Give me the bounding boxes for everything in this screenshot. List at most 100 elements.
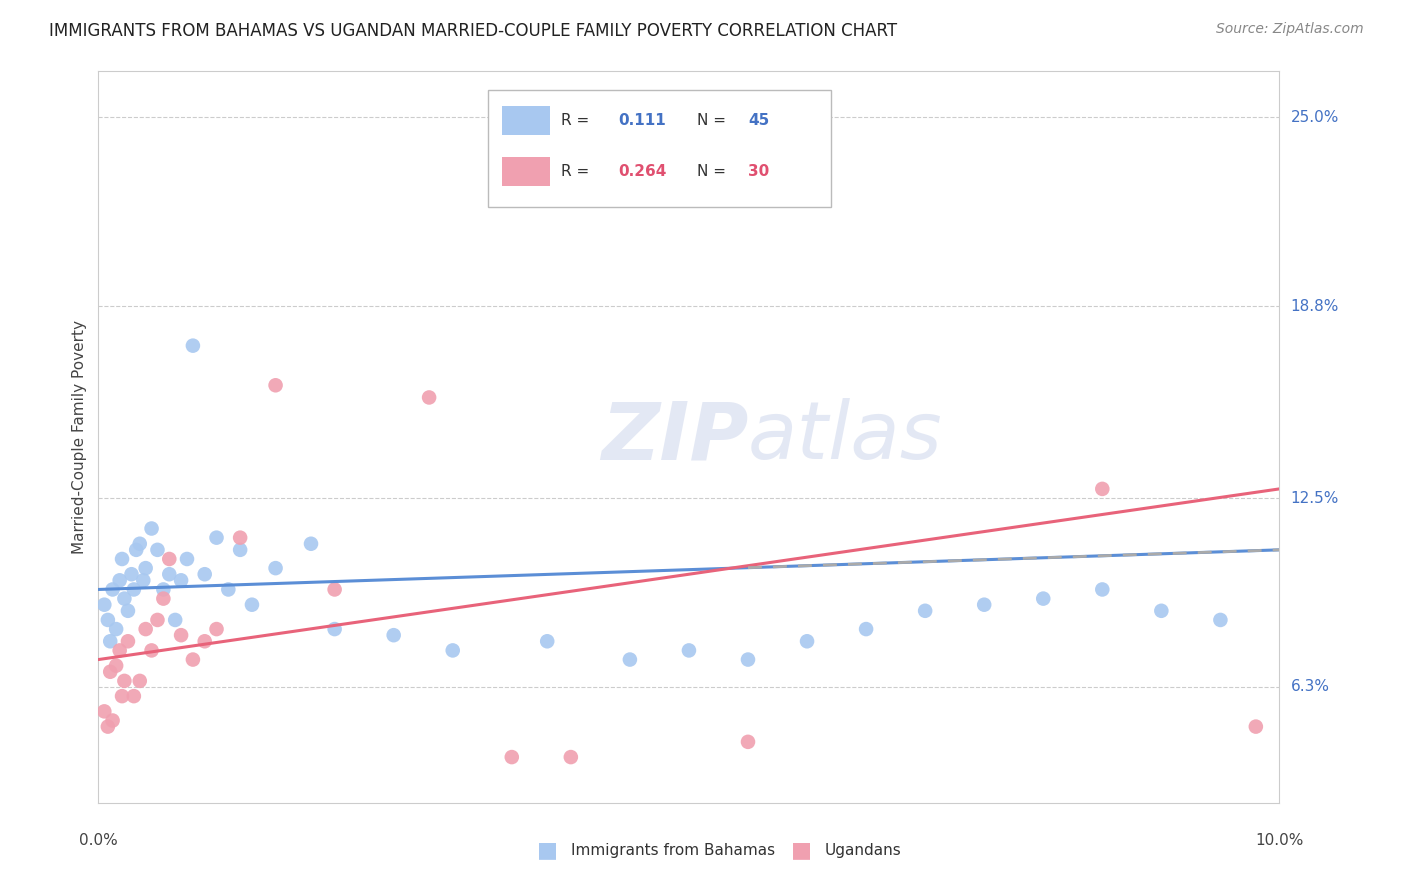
Text: 0.111: 0.111	[619, 113, 666, 128]
Point	[1032, 591, 1054, 606]
Point	[240, 598, 263, 612]
Point	[737, 735, 759, 749]
Point	[619, 186, 641, 201]
Point	[122, 582, 145, 597]
Point	[93, 598, 115, 612]
Text: 0.264: 0.264	[619, 164, 666, 179]
Text: 25.0%: 25.0%	[1291, 110, 1339, 125]
Point	[170, 574, 193, 588]
Point	[117, 634, 139, 648]
Point	[737, 652, 759, 666]
Point	[205, 622, 228, 636]
Point	[108, 574, 131, 588]
Point	[299, 537, 322, 551]
Point	[111, 552, 134, 566]
Point	[560, 750, 582, 764]
Text: Ugandans: Ugandans	[825, 843, 901, 858]
Text: R =: R =	[561, 164, 595, 179]
Point	[101, 582, 124, 597]
Text: ■: ■	[537, 840, 558, 861]
Text: ZIP: ZIP	[600, 398, 748, 476]
Point	[128, 537, 150, 551]
Point	[176, 552, 198, 566]
Point	[217, 582, 239, 597]
Point	[135, 622, 157, 636]
Point	[170, 628, 193, 642]
Point	[229, 542, 252, 557]
Point	[117, 604, 139, 618]
Point	[501, 750, 523, 764]
Point	[157, 552, 180, 566]
Point	[132, 574, 155, 588]
Point	[441, 643, 464, 657]
Point	[112, 591, 135, 606]
Point	[165, 613, 187, 627]
Point	[382, 628, 405, 642]
Point	[101, 714, 124, 728]
Point	[122, 689, 145, 703]
Text: 10.0%: 10.0%	[1256, 833, 1303, 848]
Text: 45: 45	[748, 113, 769, 128]
Point	[229, 531, 252, 545]
Text: R =: R =	[561, 113, 595, 128]
Point	[323, 582, 346, 597]
Text: IMMIGRANTS FROM BAHAMAS VS UGANDAN MARRIED-COUPLE FAMILY POVERTY CORRELATION CHA: IMMIGRANTS FROM BAHAMAS VS UGANDAN MARRI…	[49, 22, 897, 40]
Point	[97, 720, 120, 734]
Bar	[502, 157, 550, 186]
Point	[1091, 582, 1114, 597]
Point	[914, 604, 936, 618]
Text: 0.0%: 0.0%	[79, 833, 118, 848]
Point	[108, 643, 131, 657]
Point	[536, 634, 558, 648]
Point	[1091, 482, 1114, 496]
Point	[418, 391, 440, 405]
Text: N =: N =	[697, 164, 731, 179]
Point	[152, 591, 174, 606]
Point	[1244, 720, 1267, 734]
Point	[181, 338, 204, 352]
Point	[194, 634, 217, 648]
Point	[98, 634, 121, 648]
Text: N =: N =	[697, 113, 731, 128]
Text: Immigrants from Bahamas: Immigrants from Bahamas	[571, 843, 775, 858]
Point	[973, 598, 995, 612]
Point	[678, 643, 700, 657]
Point	[121, 567, 143, 582]
Point	[157, 567, 180, 582]
Point	[93, 705, 115, 719]
FancyBboxPatch shape	[488, 90, 831, 207]
Point	[135, 561, 157, 575]
Point	[194, 567, 217, 582]
Point	[264, 561, 287, 575]
Text: 6.3%: 6.3%	[1291, 680, 1330, 695]
Point	[111, 689, 134, 703]
Point	[105, 658, 128, 673]
Point	[141, 521, 163, 535]
Point	[796, 634, 818, 648]
Point	[855, 622, 877, 636]
Point	[1209, 613, 1232, 627]
Point	[619, 652, 641, 666]
Bar	[502, 106, 550, 135]
Point	[264, 378, 287, 392]
Point	[1150, 604, 1173, 618]
Point	[98, 665, 121, 679]
Text: 12.5%: 12.5%	[1291, 491, 1339, 506]
Text: ■: ■	[790, 840, 811, 861]
Point	[112, 673, 135, 688]
Text: Source: ZipAtlas.com: Source: ZipAtlas.com	[1216, 22, 1364, 37]
Y-axis label: Married-Couple Family Poverty: Married-Couple Family Poverty	[72, 320, 87, 554]
Point	[152, 582, 174, 597]
Point	[146, 613, 169, 627]
Point	[146, 542, 169, 557]
Point	[97, 613, 120, 627]
Point	[181, 652, 204, 666]
Text: atlas: atlas	[748, 398, 943, 476]
Text: 30: 30	[748, 164, 769, 179]
Text: 18.8%: 18.8%	[1291, 299, 1339, 313]
Point	[105, 622, 128, 636]
Point	[125, 542, 148, 557]
Point	[323, 622, 346, 636]
Point	[141, 643, 163, 657]
Point	[128, 673, 150, 688]
